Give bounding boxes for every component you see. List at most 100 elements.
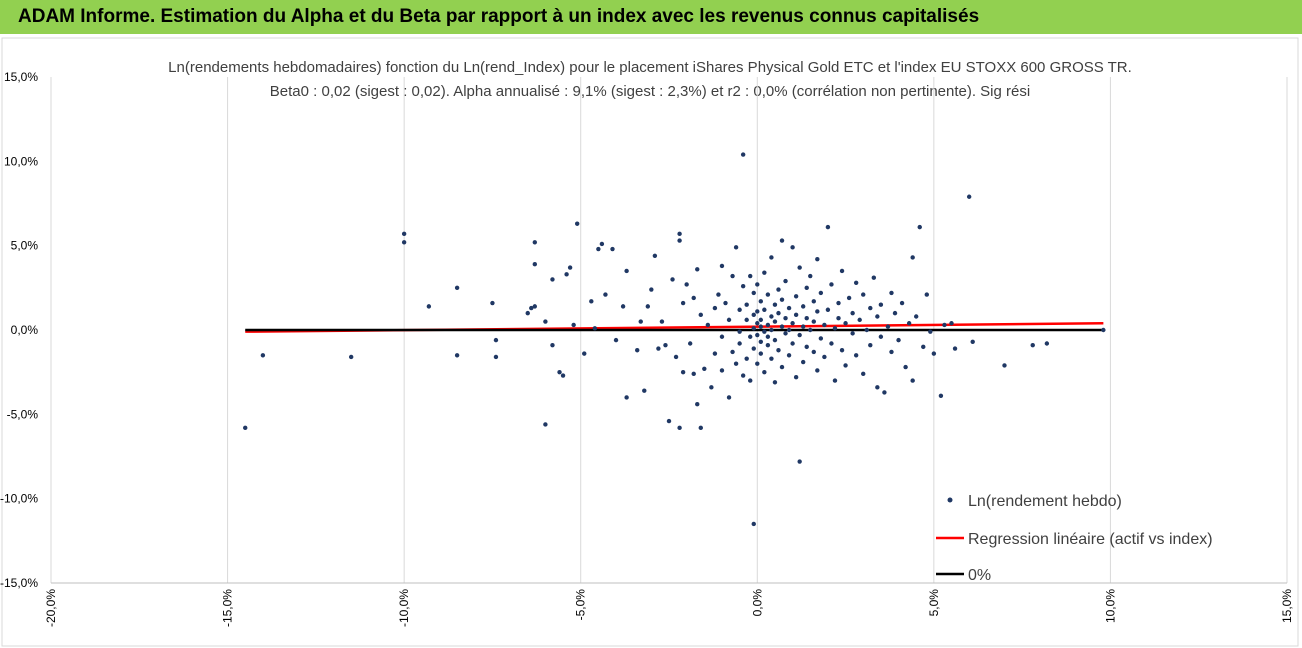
- legend-label: 0%: [968, 567, 991, 584]
- data-point: [691, 295, 696, 301]
- data-point: [677, 231, 682, 237]
- data-point: [645, 304, 651, 309]
- data-point: [755, 282, 760, 287]
- data-point: [786, 353, 792, 358]
- data-point: [829, 341, 834, 346]
- data-point: [783, 315, 788, 321]
- data-point: [426, 304, 432, 309]
- data-point: [737, 341, 742, 346]
- data-point: [698, 312, 703, 318]
- data-point: [839, 348, 845, 353]
- x-tick-label: -10,0%: [397, 589, 411, 627]
- x-tick-label: -15,0%: [221, 589, 235, 627]
- data-point: [769, 255, 774, 260]
- data-point: [642, 388, 647, 393]
- data-point: [758, 324, 764, 329]
- data-point: [906, 321, 912, 326]
- data-point: [596, 246, 601, 252]
- data-point: [772, 337, 778, 343]
- data-point: [454, 285, 460, 291]
- data-point: [702, 366, 707, 371]
- chart-title-line2: Beta0 : 0,02 (sigest : 0,02). Alpha annu…: [270, 83, 1030, 100]
- data-point: [815, 368, 820, 373]
- data-point: [719, 368, 725, 373]
- data-point: [970, 339, 975, 345]
- scatter-points: [243, 152, 1106, 527]
- legend-label: Ln(rendement hebdo): [968, 493, 1122, 510]
- data-point: [744, 317, 749, 323]
- data-point: [758, 339, 764, 345]
- data-point: [864, 327, 869, 333]
- data-point: [719, 263, 725, 269]
- data-point: [401, 231, 407, 237]
- y-tick-label: -10,0%: [0, 492, 38, 506]
- data-point: [532, 304, 538, 309]
- data-point: [952, 346, 958, 351]
- data-point: [776, 348, 781, 353]
- data-point: [769, 327, 774, 333]
- data-point: [680, 300, 686, 306]
- data-point: [695, 402, 700, 407]
- data-point: [765, 342, 771, 348]
- data-point: [550, 342, 555, 348]
- data-point: [846, 295, 852, 301]
- data-point: [769, 356, 774, 361]
- data-point: [571, 322, 576, 328]
- data-point: [765, 334, 771, 339]
- data-point: [765, 292, 771, 297]
- data-point: [751, 326, 756, 331]
- data-point: [663, 342, 668, 348]
- data-point: [850, 310, 855, 316]
- data-point: [755, 361, 760, 366]
- data-point: [1030, 342, 1035, 348]
- data-point: [786, 305, 792, 311]
- data-point: [737, 307, 742, 312]
- data-point: [762, 307, 767, 312]
- data-point: [811, 299, 816, 304]
- data-point: [677, 425, 682, 431]
- data-point: [804, 315, 809, 321]
- chart-legend: Ln(rendement hebdo) Regression linéaire (…: [936, 493, 1213, 584]
- data-point: [564, 272, 569, 277]
- data-point: [843, 321, 848, 326]
- data-point: [525, 310, 530, 316]
- data-point: [560, 373, 566, 378]
- data-point: [490, 300, 495, 306]
- data-point: [966, 194, 972, 199]
- data-point: [543, 422, 548, 427]
- data-point: [740, 283, 746, 289]
- data-point: [896, 337, 901, 343]
- data-point: [670, 277, 675, 282]
- y-tick-label: 0,0%: [11, 323, 39, 337]
- data-point: [758, 299, 764, 304]
- data-point: [793, 294, 799, 299]
- data-point: [684, 282, 689, 287]
- data-point: [783, 278, 788, 284]
- chart-area: [1, 37, 1299, 647]
- data-point: [811, 349, 816, 355]
- data-point: [748, 378, 753, 383]
- y-tick-label: 10,0%: [4, 154, 38, 168]
- data-point: [832, 326, 838, 331]
- data-point: [698, 425, 703, 431]
- data-point: [673, 354, 679, 360]
- data-point: [751, 312, 756, 318]
- data-point: [779, 297, 785, 302]
- data-point: [557, 369, 562, 375]
- data-point: [779, 324, 785, 329]
- data-point: [454, 353, 460, 358]
- x-tick-label: 10,0%: [1103, 589, 1117, 623]
- data-point: [649, 287, 654, 292]
- data-point: [899, 300, 905, 306]
- data-point: [825, 307, 831, 312]
- data-point: [543, 319, 548, 324]
- data-point: [797, 459, 802, 464]
- data-point: [401, 240, 407, 245]
- data-point: [871, 275, 877, 280]
- data-point: [878, 302, 884, 307]
- data-point: [878, 334, 884, 339]
- data-point: [737, 329, 742, 334]
- data-point: [797, 332, 802, 338]
- data-point: [790, 321, 795, 326]
- chart-title-line1: Ln(rendements hebdomadaires) fonction du…: [168, 59, 1132, 76]
